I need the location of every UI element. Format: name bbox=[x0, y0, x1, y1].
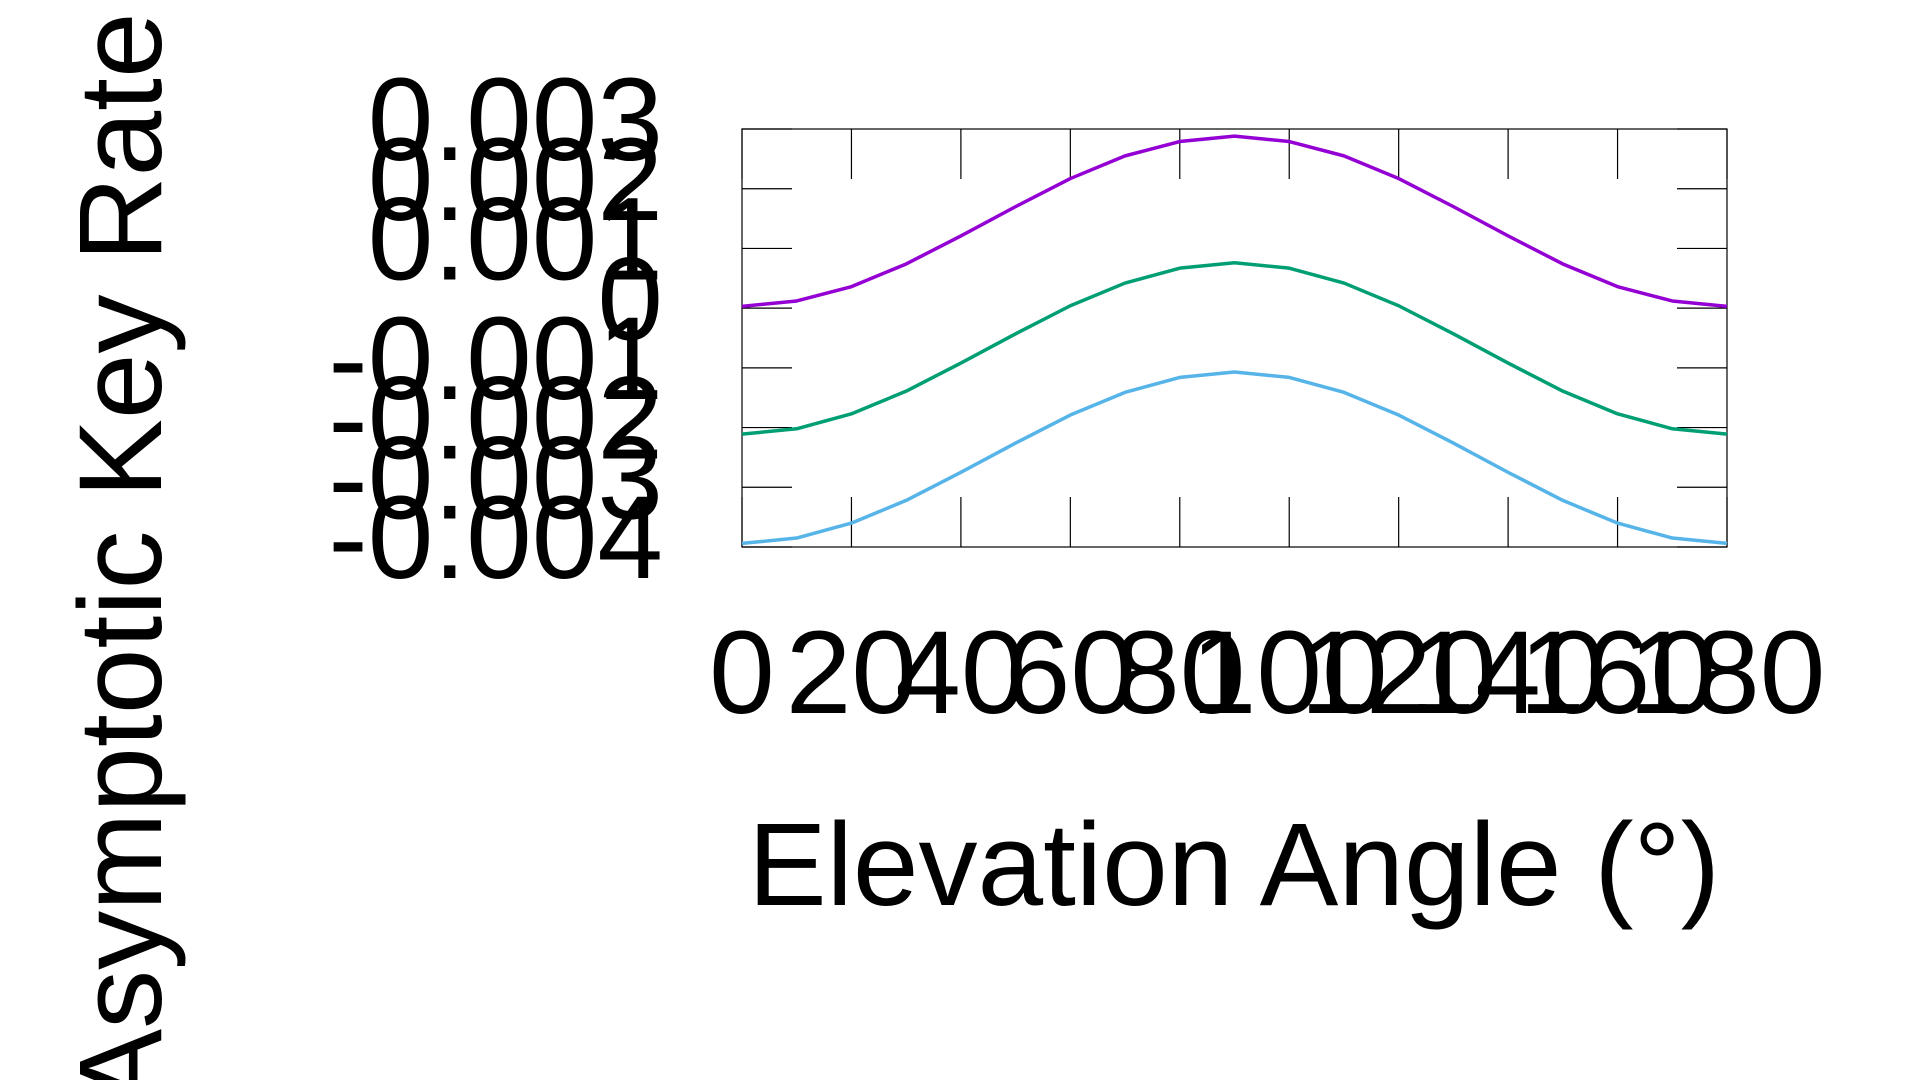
x-tick-label: 180 bbox=[1629, 607, 1826, 739]
y-tick-label: -0.004 bbox=[328, 472, 663, 604]
series-line bbox=[741, 261, 1728, 436]
y-tick-label: 0.002 bbox=[368, 114, 663, 246]
x-tick-label: 80 bbox=[1114, 607, 1245, 739]
y-tick-label: -0.003 bbox=[328, 412, 663, 544]
x-tick-label: 100 bbox=[1191, 607, 1388, 739]
y-tick-label: -0.001 bbox=[328, 293, 663, 425]
x-tick-label: 20 bbox=[786, 607, 917, 739]
x-tick-label: 140 bbox=[1410, 607, 1607, 739]
y-tick-label: -0.002 bbox=[328, 353, 663, 485]
x-tick-label: 40 bbox=[895, 607, 1026, 739]
x-axis-label: Elevation Angle (°) bbox=[748, 799, 1720, 931]
plot-border bbox=[741, 128, 1728, 548]
x-tick-label: 60 bbox=[1005, 607, 1136, 739]
x-tick-label: 120 bbox=[1300, 607, 1497, 739]
y-tick-label: 0 bbox=[597, 233, 663, 365]
y-tick-label: 0.003 bbox=[368, 54, 663, 186]
y-tick-label: 0.001 bbox=[368, 174, 663, 306]
series-line bbox=[741, 370, 1728, 546]
y-axis-label: Asymptotic Key Rate bbox=[55, 12, 187, 1080]
x-tick-label: 160 bbox=[1519, 607, 1716, 739]
x-tick-label: 0 bbox=[709, 607, 775, 739]
series-line bbox=[741, 134, 1728, 309]
